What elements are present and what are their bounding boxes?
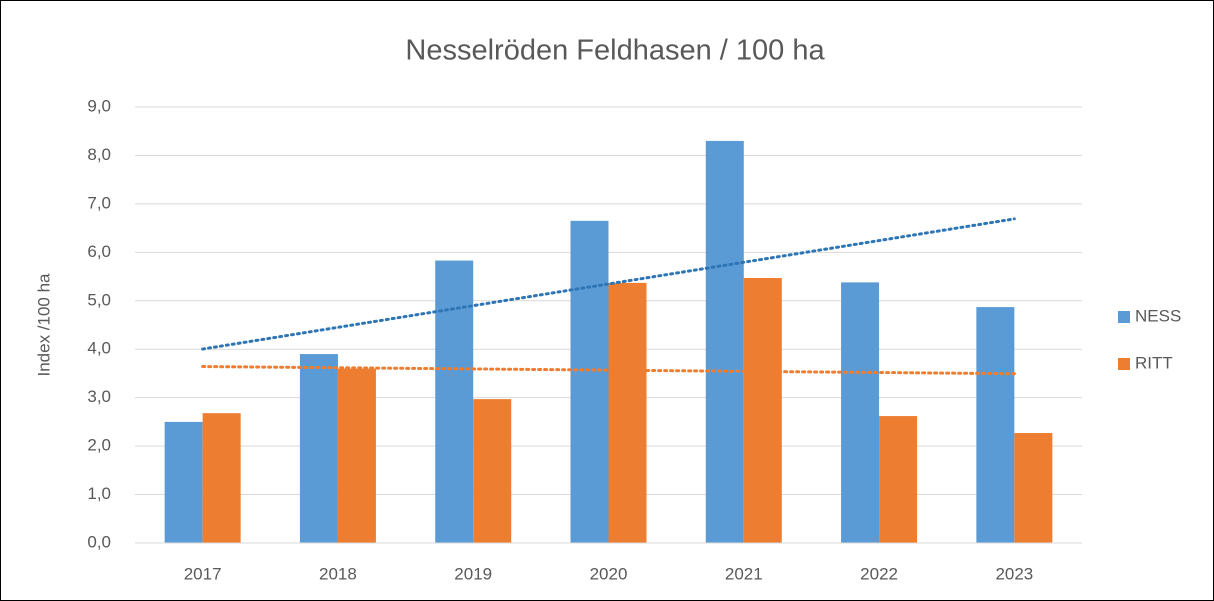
- bar: [164, 421, 203, 543]
- bar: [299, 354, 338, 543]
- x-tick-label: 2018: [319, 564, 357, 583]
- x-tick-label: 2020: [590, 564, 628, 583]
- y-tick-label: 5,0: [87, 290, 111, 309]
- bar: [743, 278, 782, 543]
- chart-title: Nesselröden Feldhasen / 100 ha: [405, 35, 825, 67]
- y-tick-label: 3,0: [87, 387, 111, 406]
- y-tick-label: 7,0: [87, 193, 111, 212]
- legend-swatch: [1118, 358, 1130, 370]
- bar: [705, 140, 744, 543]
- y-tick-label: 8,0: [87, 145, 111, 164]
- bar: [473, 399, 512, 543]
- bar: [841, 282, 880, 543]
- bar: [879, 416, 918, 543]
- legend-label: RITT: [1135, 353, 1173, 372]
- x-tick-label: 2017: [184, 564, 222, 583]
- bar: [337, 368, 376, 543]
- x-tick-label: 2019: [454, 564, 492, 583]
- bar: [976, 307, 1015, 543]
- bar: [570, 220, 609, 543]
- bar: [202, 413, 241, 543]
- y-tick-label: 1,0: [87, 484, 111, 503]
- bar: [608, 282, 647, 543]
- trendline: [201, 217, 1016, 351]
- x-tick-label: 2023: [995, 564, 1033, 583]
- y-axis-label: Index /100 ha: [34, 273, 53, 377]
- y-tick-label: 6,0: [87, 242, 111, 261]
- y-tick-label: 9,0: [87, 96, 111, 115]
- y-tick-label: 0,0: [87, 532, 111, 551]
- legend-label: NESS: [1135, 306, 1181, 325]
- bar: [435, 260, 474, 543]
- bar: [1014, 433, 1053, 543]
- legend-swatch: [1118, 311, 1130, 323]
- y-tick-label: 2,0: [87, 436, 111, 455]
- y-tick-label: 4,0: [87, 339, 111, 358]
- trendline: [201, 365, 1016, 376]
- x-tick-label: 2022: [860, 564, 898, 583]
- x-tick-label: 2021: [725, 564, 763, 583]
